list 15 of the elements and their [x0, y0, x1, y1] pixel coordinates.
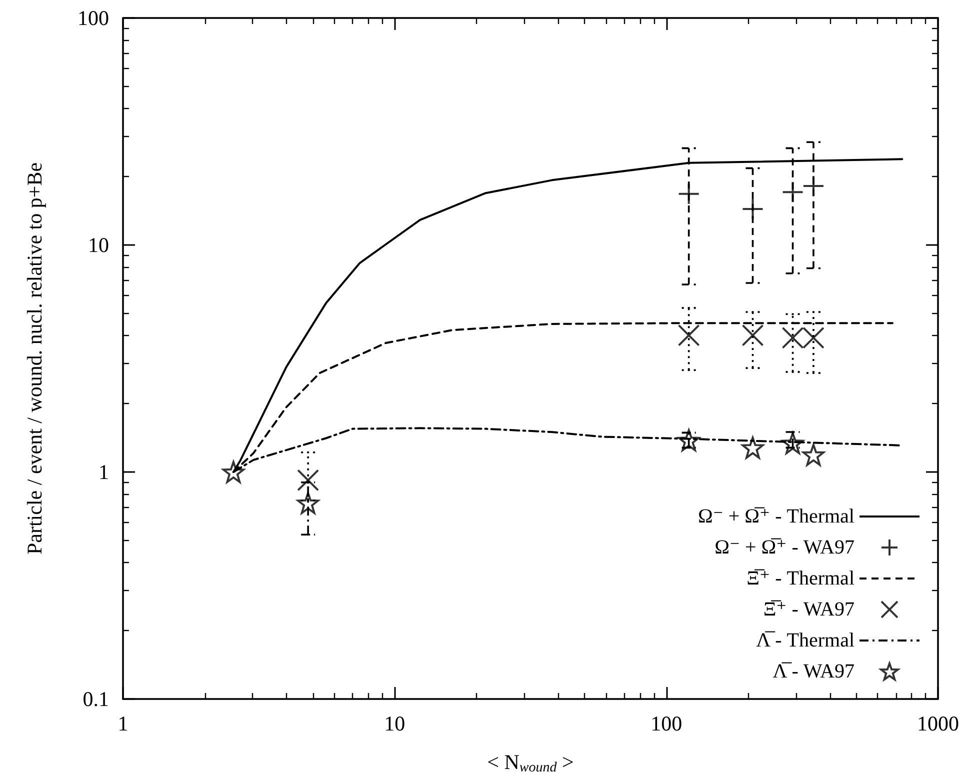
- legend-label: Λ̅ - Thermal: [756, 630, 855, 652]
- y-tick-label: 100: [78, 6, 109, 30]
- x-tick-label: 1000: [917, 712, 959, 736]
- y-tick-label: 1: [98, 460, 109, 484]
- legend-label: Ω⁻ + Ω̅⁺ - WA97: [714, 536, 854, 558]
- x-tick-label: 1: [118, 712, 128, 736]
- legend-label: Ξ̅⁺ - WA97: [763, 598, 854, 620]
- y-tick-label: 10: [88, 233, 109, 257]
- x-tick-label: 10: [384, 712, 406, 736]
- y-tick-label: 0.1: [82, 687, 109, 711]
- legend-label: Ω⁻ + Ω̅⁺ - Thermal: [698, 506, 855, 528]
- y-axis-title: Particle / event / wound. nucl. relative to p+Be: [22, 162, 46, 555]
- legend-label: Ξ̅⁺ - Thermal: [746, 568, 855, 590]
- x-tick-label: 100: [650, 712, 682, 736]
- legend-label: Λ̅ - WA97: [772, 660, 854, 682]
